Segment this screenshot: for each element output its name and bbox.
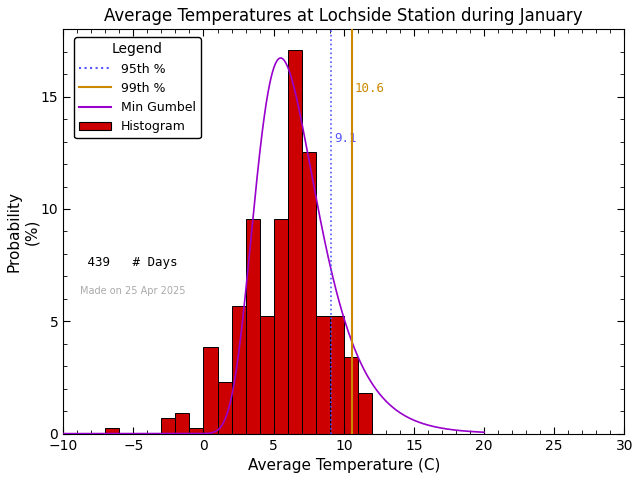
Legend: 95th %, 99th %, Min Gumbel, Histogram: 95th %, 99th %, Min Gumbel, Histogram (74, 37, 201, 138)
Bar (218, 383, 232, 433)
Text: 439   # Days: 439 # Days (80, 256, 177, 269)
Text: 9.1: 9.1 (334, 132, 356, 144)
X-axis label: Average Temperature (C): Average Temperature (C) (248, 458, 440, 473)
Text: Made on 25 Apr 2025: Made on 25 Apr 2025 (80, 286, 186, 296)
Bar (189, 429, 204, 433)
Title: Average Temperatures at Lochside Station during January: Average Temperatures at Lochside Station… (104, 7, 583, 25)
Text: 10.6: 10.6 (355, 82, 385, 95)
Bar (301, 152, 316, 433)
Bar (330, 316, 344, 433)
Bar (274, 219, 287, 433)
Y-axis label: Probability
(%): Probability (%) (7, 191, 39, 272)
Bar (316, 316, 330, 433)
Bar (344, 357, 358, 433)
Bar (175, 413, 189, 433)
Bar (161, 419, 175, 433)
Bar (204, 347, 218, 433)
Bar (232, 306, 246, 433)
Bar (287, 50, 301, 433)
Bar (358, 393, 372, 433)
Bar (246, 219, 260, 433)
Bar (260, 316, 274, 433)
Bar (106, 429, 119, 433)
